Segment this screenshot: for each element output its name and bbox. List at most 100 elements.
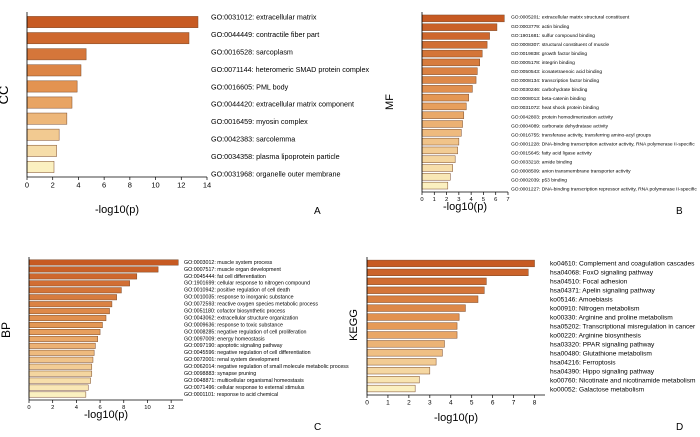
bar xyxy=(28,308,110,315)
category-label: GO:0048871: multicellular organismal hom… xyxy=(184,378,304,384)
bar xyxy=(421,155,456,163)
category-label: GO:1901699: cellular response to nitroge… xyxy=(184,281,310,287)
bar xyxy=(28,273,138,280)
category-label: GO:0019838: growth factor binding xyxy=(511,51,587,57)
x-tick-label: 6 xyxy=(494,197,497,203)
category-label: GO:0001227: DNA-binding transcription re… xyxy=(511,187,697,193)
x-tick-label: 1 xyxy=(433,197,436,203)
x-tick-label: 2 xyxy=(51,181,55,190)
x-axis-title: -log10(p) xyxy=(95,204,139,216)
bar xyxy=(28,259,179,266)
x-tick-label: 8 xyxy=(128,181,132,190)
bar xyxy=(366,331,458,339)
bar xyxy=(421,102,467,111)
x-tick-label: 2 xyxy=(51,405,54,411)
bar xyxy=(366,313,460,321)
bar xyxy=(421,111,465,119)
bar xyxy=(421,49,483,58)
category-label: hsa04510: Focal adhesion xyxy=(550,278,628,285)
category-label: GO:0051180: cofactor biosynthetic proces… xyxy=(184,308,286,314)
bar xyxy=(421,146,458,155)
bar xyxy=(26,112,68,125)
category-label: GO:0010035: response to inorganic substa… xyxy=(184,295,294,301)
category-label: GO:0044449: contractile fiber part xyxy=(211,30,319,39)
x-axis-title: -log10(p) xyxy=(434,412,478,424)
bar xyxy=(366,367,431,375)
bar xyxy=(26,161,55,173)
category-label: GO:0033218: amide binding xyxy=(511,160,572,166)
x-tick-label: 5 xyxy=(470,400,474,407)
panel-letter: A xyxy=(314,206,321,217)
x-tick-label: 6 xyxy=(98,405,101,411)
x-tick-label: 6 xyxy=(102,181,106,190)
bar xyxy=(28,384,89,391)
category-label: GO:0008134: transcription factor binding xyxy=(511,78,599,84)
bar xyxy=(26,128,60,141)
bar xyxy=(26,80,78,93)
category-label: GO:0008285: negative regulation of cell … xyxy=(184,329,307,335)
category-label: GO:0005201: extracellular matrix structu… xyxy=(511,15,630,21)
panel-letter: C xyxy=(314,422,321,433)
category-label: hsa05202: Transcriptional misregulation … xyxy=(550,323,696,330)
y-axis-title: CC xyxy=(0,86,11,105)
x-tick-label: 3 xyxy=(457,197,460,203)
bar xyxy=(421,120,463,128)
bar xyxy=(28,329,101,335)
category-label: ko00220: Arginine biosynthesis xyxy=(550,332,642,339)
x-tick-label: 12 xyxy=(177,181,185,190)
category-label: GO:0072593: reactive oxygen species meta… xyxy=(184,302,318,308)
category-label: hsa03320: PPAR signaling pathway xyxy=(550,341,655,348)
bar xyxy=(421,32,490,40)
bar xyxy=(366,384,416,393)
bar xyxy=(28,391,87,398)
bar xyxy=(28,266,159,273)
bar xyxy=(421,41,488,49)
x-tick-label: 4 xyxy=(76,181,80,190)
category-label: GO:0031072: heat shock protein binding xyxy=(511,105,599,111)
bar xyxy=(28,280,130,287)
category-label: GO:0016755: transferase activity, transf… xyxy=(511,132,651,138)
category-label: ko00760: Nicotinate and nicotinamide met… xyxy=(550,377,696,384)
x-tick-label: 7 xyxy=(506,197,509,203)
category-label: hsa04371: Apelin signaling pathway xyxy=(550,287,656,294)
category-label: GO:0042383: sarcolemma xyxy=(211,135,295,144)
x-tick-label: 0 xyxy=(365,400,369,407)
bar xyxy=(421,173,451,181)
x-tick-label: 12 xyxy=(168,405,174,411)
bar xyxy=(366,277,487,285)
category-label: ko00052: Galactose metabolism xyxy=(550,386,645,393)
category-label: ko00330: Arginine and proline metabolism xyxy=(550,314,673,321)
bar xyxy=(366,268,529,276)
bar xyxy=(366,295,479,303)
bar xyxy=(28,377,91,384)
y-axis-title: KEGG xyxy=(348,309,360,341)
bar xyxy=(26,16,199,28)
x-tick-label: 7 xyxy=(512,400,516,407)
category-label: GO:0009636: response to toxic substance xyxy=(184,322,283,328)
bar xyxy=(26,64,82,77)
x-axis-title: -log10(p) xyxy=(84,409,128,421)
y-axis-title: BP xyxy=(0,322,13,338)
x-tick-label: 3 xyxy=(428,400,432,407)
category-label: ko05146: Amoebiasis xyxy=(550,296,613,303)
panel-d: 0 1 2 3 4 5 6 7 8 -log10(p) KEGG ko04610: Complemen… xyxy=(348,257,696,433)
bar xyxy=(421,85,473,93)
bar xyxy=(28,356,94,363)
category-label: GO:0008509: anion transmembrane transpor… xyxy=(511,169,631,175)
panel-a: 0 2 4 6 8 10 12 14 -log10(p) CC GO:0031012: extrac… xyxy=(0,12,369,217)
bar xyxy=(26,32,190,45)
bar xyxy=(28,349,95,356)
category-label: GO:0016528: sarcoplasm xyxy=(211,47,293,56)
bar xyxy=(421,67,478,75)
category-label: GO:0042803: protein homodimerization act… xyxy=(511,114,613,120)
category-label: GO:0016459: myosin complex xyxy=(211,117,308,126)
category-label: GO:0097009: energy homeostasis xyxy=(184,336,265,342)
x-tick-label: 4 xyxy=(449,400,453,407)
x-tick-label: 5 xyxy=(482,197,485,203)
category-label: GO:0031968: organelle outer membrane xyxy=(211,170,340,179)
panel-letter: D xyxy=(676,422,683,433)
category-label: hsa00480: Glutathione metabolism xyxy=(550,350,652,357)
x-tick-label: 4 xyxy=(75,405,79,411)
x-tick-label: 6 xyxy=(491,400,495,407)
